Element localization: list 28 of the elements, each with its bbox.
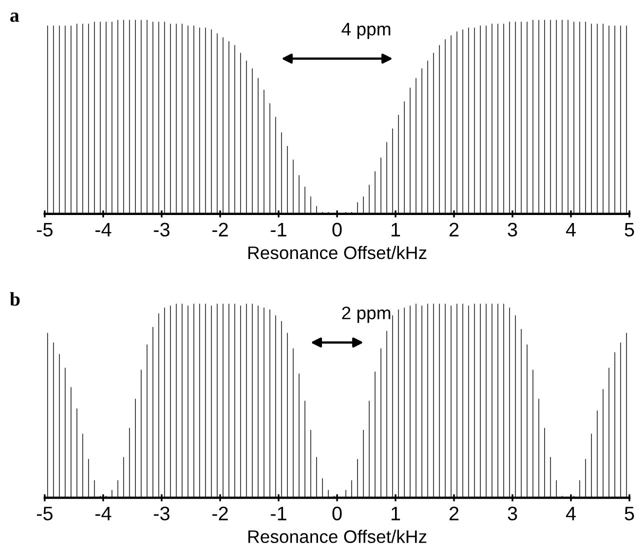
- x-tick-label: -2: [212, 222, 228, 236]
- annotation: 2 ppm: [342, 306, 390, 323]
- x-tick-label: 2: [450, 222, 458, 236]
- x-tick-label: 4: [566, 222, 576, 236]
- x-tick-label: 1: [392, 222, 400, 236]
- x-tick-label: -3: [154, 222, 170, 237]
- x-tick-label: -4: [95, 506, 112, 520]
- x-tick-label: 4: [566, 506, 576, 520]
- x-tick-label: -2: [212, 506, 228, 520]
- x-tick-label: 3: [508, 222, 518, 237]
- x-tick-label: 1: [392, 506, 400, 520]
- annotation: 4 ppm: [342, 22, 390, 40]
- chart-title: a: [10, 12, 20, 22]
- x-tick-label: 0: [332, 222, 342, 237]
- x-tick-label: 5: [624, 222, 634, 237]
- x-tick-label: -5: [36, 506, 53, 520]
- x-tick-label: -4: [95, 222, 112, 236]
- chart-title: b: [10, 292, 20, 306]
- x-tick-label: -1: [270, 506, 286, 520]
- x-tick-label: 0: [332, 506, 342, 520]
- x-axis-title: Resonance Offset/kHz: [248, 246, 426, 260]
- x-tick-label: 5: [624, 506, 634, 520]
- x-tick-label: 3: [508, 506, 518, 520]
- x-tick-label: -5: [36, 222, 53, 237]
- x-axis-title: Resonance Offset/kHz: [248, 530, 426, 544]
- x-tick-label: -3: [154, 506, 170, 520]
- x-tick-label: -1: [270, 222, 286, 236]
- x-tick-label: 2: [450, 506, 458, 520]
